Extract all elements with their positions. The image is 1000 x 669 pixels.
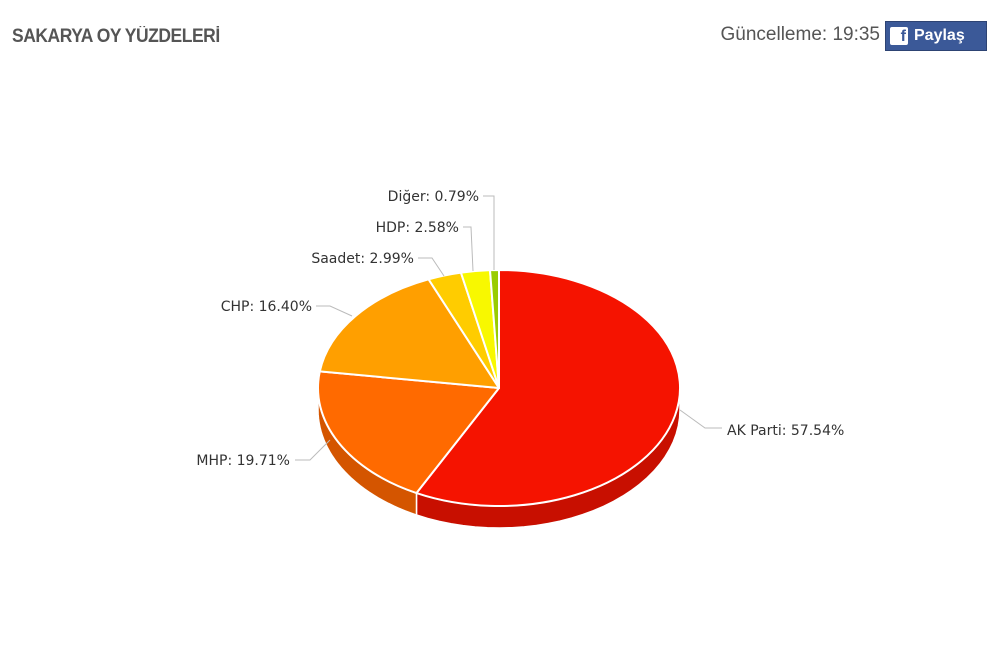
- label-connector: [679, 409, 722, 429]
- data-label: MHP: 19.71%: [196, 453, 290, 469]
- facebook-share-button[interactable]: f Paylaş: [885, 21, 987, 51]
- data-label: AK Parti: 57.54%: [727, 423, 844, 439]
- facebook-icon: f: [890, 27, 908, 45]
- pie-slice-ak-parti[interactable]: [415, 269, 681, 507]
- data-label: Diğer: 0.79%: [388, 189, 479, 205]
- label-connector: [483, 195, 495, 270]
- pie-slice-mhp[interactable]: [317, 370, 500, 495]
- data-label: Saadet: 2.99%: [311, 251, 414, 267]
- pie-slice-chp[interactable]: [318, 278, 500, 389]
- label-connector: [295, 439, 331, 461]
- pie-slice-diğer[interactable]: [489, 268, 500, 389]
- label-connector: [316, 305, 353, 317]
- data-label: HDP: 2.58%: [376, 220, 459, 236]
- chart-title: SAKARYA OY YÜZDELERİ: [12, 26, 220, 47]
- label-connector: [418, 257, 445, 277]
- share-label: Paylaş: [914, 27, 965, 44]
- update-time: Güncelleme: 19:35: [720, 24, 881, 45]
- data-label: CHP: 16.40%: [221, 299, 312, 315]
- label-connector: [463, 226, 474, 272]
